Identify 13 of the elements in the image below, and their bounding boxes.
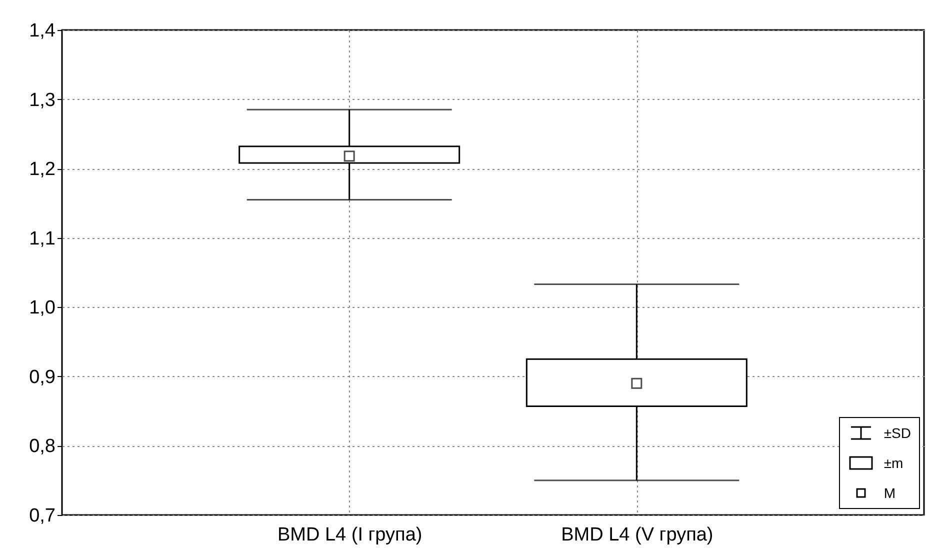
x-tick-label: BMD L4 (I група) [277, 524, 422, 546]
y-tick-label: 1,3 [29, 90, 56, 111]
y-tick-label: 0,9 [29, 366, 56, 388]
y-tick-label: 0,8 [29, 436, 56, 458]
y-tick-label: 0,7 [29, 506, 56, 526]
y-tick-label: 1,2 [29, 159, 56, 180]
y-tick-label: 1,1 [29, 228, 56, 250]
x-tick-label: BMD L4 (V група) [561, 524, 714, 546]
y-tick-label: 1,4 [29, 20, 56, 42]
annotation: ±SD [884, 425, 911, 441]
annotation: M [884, 485, 896, 501]
y-tick-label: 1,0 [29, 298, 56, 319]
annotation: ±m [884, 455, 904, 471]
